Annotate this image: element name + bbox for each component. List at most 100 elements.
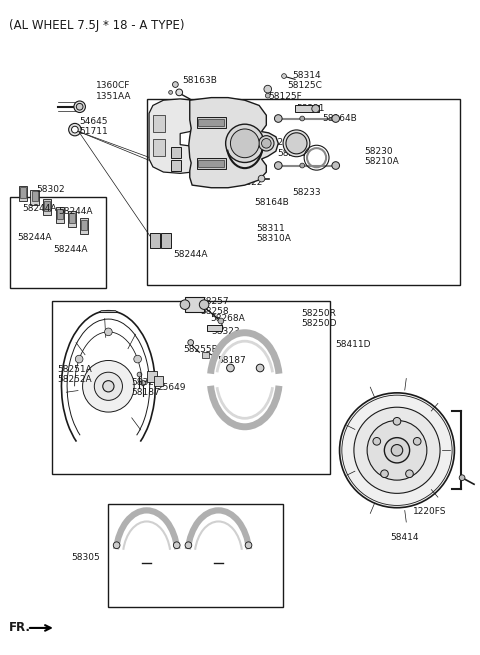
Text: 58164B: 58164B [323,114,357,123]
Polygon shape [189,98,278,188]
Text: 58268A: 58268A [210,314,245,323]
Circle shape [168,90,172,94]
Circle shape [413,438,421,445]
Circle shape [373,438,381,445]
Circle shape [300,163,305,168]
Text: 58244A: 58244A [53,244,88,253]
Circle shape [384,438,409,463]
Polygon shape [150,233,159,248]
Text: 58244A: 58244A [149,156,183,165]
Circle shape [275,115,282,122]
Circle shape [259,136,274,151]
Circle shape [256,364,264,372]
Circle shape [105,328,112,336]
Circle shape [74,101,85,113]
Circle shape [367,421,427,480]
Circle shape [76,103,83,110]
Circle shape [393,417,401,425]
Text: 58233: 58233 [293,189,321,197]
Text: 58411D: 58411D [336,340,371,349]
Polygon shape [149,99,199,174]
Text: 58230
58210A: 58230 58210A [364,147,399,166]
Text: 58323: 58323 [211,327,240,336]
Circle shape [406,470,413,477]
Circle shape [218,318,224,324]
Circle shape [354,407,440,493]
Text: 58221: 58221 [297,103,325,113]
Text: 1360CF
1351AA: 1360CF 1351AA [96,81,132,101]
Text: 58244A: 58244A [173,250,207,259]
Bar [154,376,163,386]
Circle shape [226,124,264,162]
Circle shape [230,129,259,158]
Circle shape [300,116,305,121]
Text: 58125C: 58125C [287,81,322,90]
Circle shape [199,300,209,309]
Bar [52,301,330,474]
Circle shape [176,89,182,96]
Bar [197,117,226,128]
Bar [108,504,283,607]
Circle shape [113,542,120,549]
Text: 58257
58258: 58257 58258 [201,297,229,316]
Bar [207,325,222,331]
Bar [147,371,157,382]
Circle shape [312,105,320,113]
Bar [198,119,224,126]
Polygon shape [170,160,181,171]
Text: 58222: 58222 [234,178,263,187]
Circle shape [137,372,142,377]
Circle shape [265,93,270,98]
Polygon shape [170,147,181,158]
Circle shape [180,300,190,309]
Polygon shape [99,310,118,312]
Circle shape [83,360,134,412]
Circle shape [283,130,310,157]
Circle shape [391,445,403,456]
Bar [198,160,224,168]
Text: 58125F: 58125F [269,92,302,102]
Text: 58311
58310A: 58311 58310A [257,224,292,243]
Text: 58250R
58250D: 58250R 58250D [301,309,337,328]
Text: 58244A: 58244A [22,204,57,213]
Circle shape [94,372,122,400]
Polygon shape [57,209,63,219]
Bar [153,115,165,132]
Text: 58163B: 58163B [182,76,217,85]
Text: 58244A: 58244A [17,233,52,242]
Circle shape [188,340,193,345]
Circle shape [69,123,81,136]
Circle shape [72,126,78,133]
Circle shape [264,85,272,93]
Bar [147,99,460,285]
Circle shape [134,355,142,363]
Text: 58251A
58252A: 58251A 58252A [57,365,92,384]
Text: 58323
58187: 58323 58187 [131,378,160,398]
Text: 58232: 58232 [277,149,306,159]
Polygon shape [30,190,39,206]
Polygon shape [44,201,50,212]
Polygon shape [43,200,51,215]
Circle shape [275,162,282,170]
Text: 1220FS: 1220FS [413,507,447,516]
Text: 25649: 25649 [157,383,186,392]
Circle shape [459,475,465,481]
Text: (AL WHEEL 7.5J * 18 - A TYPE): (AL WHEEL 7.5J * 18 - A TYPE) [9,19,185,32]
Circle shape [185,542,192,549]
Circle shape [173,542,180,549]
Circle shape [141,381,146,385]
Bar [10,197,106,288]
Text: 58187: 58187 [217,356,246,365]
Bar [185,297,204,312]
Text: 58235B: 58235B [266,138,301,147]
Polygon shape [80,218,88,234]
Text: FR.: FR. [9,622,31,635]
Circle shape [332,162,339,170]
Circle shape [339,393,455,508]
Circle shape [172,82,178,87]
Text: 54645
51711: 54645 51711 [80,117,108,136]
Circle shape [332,115,339,122]
Text: 58302: 58302 [36,185,65,193]
Bar [202,352,209,358]
Circle shape [227,364,234,372]
